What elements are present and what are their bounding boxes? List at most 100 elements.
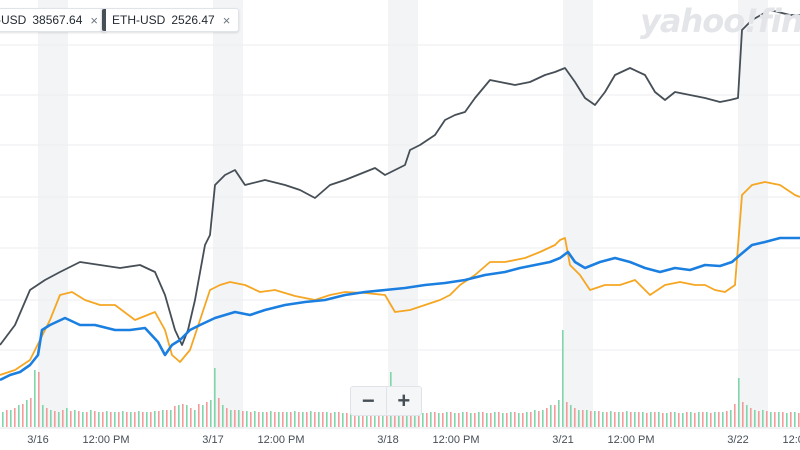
volume-bar bbox=[222, 405, 224, 427]
volume-bar bbox=[30, 398, 32, 427]
gridlines bbox=[0, 44, 800, 351]
series-color-swatch bbox=[102, 9, 106, 31]
volume-bar bbox=[214, 368, 216, 427]
volume-bar bbox=[394, 412, 396, 427]
volume-bar bbox=[474, 413, 476, 427]
volume-bar bbox=[574, 408, 576, 427]
volume-bar bbox=[162, 410, 164, 427]
volume-bar bbox=[650, 412, 652, 427]
volume-bar bbox=[126, 412, 128, 427]
volume-bar bbox=[494, 412, 496, 427]
volume-bar bbox=[258, 412, 260, 427]
volume-bar bbox=[58, 412, 60, 427]
volume-bar bbox=[186, 405, 188, 427]
volume-bar bbox=[586, 410, 588, 427]
zoom-in-button[interactable]: + bbox=[385, 387, 422, 415]
volume-bar bbox=[86, 412, 88, 427]
volume-bar bbox=[430, 412, 432, 427]
legend-chip-btc[interactable]: -USD 38567.64 × bbox=[0, 8, 107, 32]
volume-bar bbox=[34, 370, 36, 427]
volume-bar bbox=[706, 412, 708, 427]
volume-bar bbox=[118, 412, 120, 427]
volume-bar bbox=[234, 410, 236, 427]
zoom-controls: − + bbox=[350, 386, 422, 416]
volume-bar bbox=[626, 411, 628, 427]
volume-bar bbox=[642, 412, 644, 427]
volume-bar bbox=[422, 413, 424, 427]
volume-bar bbox=[450, 412, 452, 427]
legend-chip-eth[interactable]: ETH-USD 2526.47 × bbox=[101, 8, 240, 32]
volume-bar bbox=[754, 410, 756, 427]
volume-bar bbox=[702, 412, 704, 427]
volume-bar bbox=[526, 412, 528, 427]
volume-bar bbox=[534, 410, 536, 427]
volume-bar bbox=[794, 412, 796, 427]
volume-bar bbox=[770, 412, 772, 427]
volume-bar bbox=[298, 412, 300, 427]
volume-bar bbox=[90, 410, 92, 427]
volume-bar bbox=[514, 412, 516, 427]
volume-bar bbox=[238, 410, 240, 427]
volume-bar bbox=[598, 411, 600, 427]
volume-bar bbox=[578, 410, 580, 427]
volume-bar bbox=[786, 413, 788, 427]
volume-bar bbox=[530, 412, 532, 427]
volume-bar bbox=[166, 410, 168, 427]
volume-bar bbox=[102, 412, 104, 427]
volume-bar bbox=[510, 412, 512, 427]
volume-bar bbox=[426, 413, 428, 427]
volume-bar bbox=[542, 410, 544, 427]
volume-bar bbox=[518, 413, 520, 427]
zoom-out-button[interactable]: − bbox=[361, 388, 375, 413]
volume-bar bbox=[614, 412, 616, 427]
volume-bar bbox=[278, 412, 280, 427]
volume-bar bbox=[714, 412, 716, 427]
volume-bar bbox=[158, 411, 160, 427]
volume-bar bbox=[354, 412, 356, 427]
volume-bar bbox=[358, 413, 360, 427]
close-icon[interactable]: × bbox=[222, 12, 231, 28]
volume-bar bbox=[618, 412, 620, 427]
volume-bar bbox=[78, 411, 80, 427]
volume-bar bbox=[798, 413, 800, 427]
volume-bar bbox=[218, 398, 220, 427]
volume-bar bbox=[94, 411, 96, 427]
volume-bar bbox=[402, 412, 404, 427]
x-tick-label: 3/16 bbox=[27, 434, 48, 446]
volume-bar bbox=[310, 411, 312, 427]
volume-bar bbox=[638, 412, 640, 427]
volume-bar bbox=[114, 412, 116, 427]
volume-bar bbox=[418, 412, 420, 427]
x-tick-label: 12:00 PM bbox=[782, 434, 800, 446]
volume-bar bbox=[742, 402, 744, 427]
volume-bar bbox=[646, 413, 648, 427]
volume-bar bbox=[366, 412, 368, 427]
volume-bar bbox=[190, 408, 192, 427]
volume-bar bbox=[498, 412, 500, 427]
volume-bar bbox=[730, 410, 732, 427]
volume-bar bbox=[434, 412, 436, 427]
volume-bar bbox=[570, 405, 572, 427]
volume-bar bbox=[206, 402, 208, 427]
volume-bar bbox=[370, 412, 372, 427]
volume-bar bbox=[318, 412, 320, 427]
volume-bar bbox=[538, 411, 540, 427]
volume-bar bbox=[302, 412, 304, 427]
x-axis-ticks: 3/16 12:00 PM 3/17 12:00 PM 3/18 12:00 P… bbox=[27, 434, 800, 446]
volume-bar bbox=[242, 411, 244, 427]
volume-bar bbox=[174, 406, 176, 427]
volume-bar bbox=[142, 412, 144, 427]
volume-bar bbox=[290, 412, 292, 427]
volume-bar bbox=[194, 410, 196, 427]
volume-bar bbox=[18, 405, 20, 427]
volume-bar bbox=[178, 405, 180, 427]
volume-bar bbox=[98, 412, 100, 427]
close-icon[interactable]: × bbox=[90, 12, 98, 28]
x-tick-label: 12:00 PM bbox=[257, 434, 304, 446]
volume-bar bbox=[678, 413, 680, 427]
volume-bar bbox=[710, 413, 712, 427]
volume-bar bbox=[734, 404, 736, 427]
volume-bar bbox=[82, 412, 84, 427]
volume-bar bbox=[634, 412, 636, 427]
